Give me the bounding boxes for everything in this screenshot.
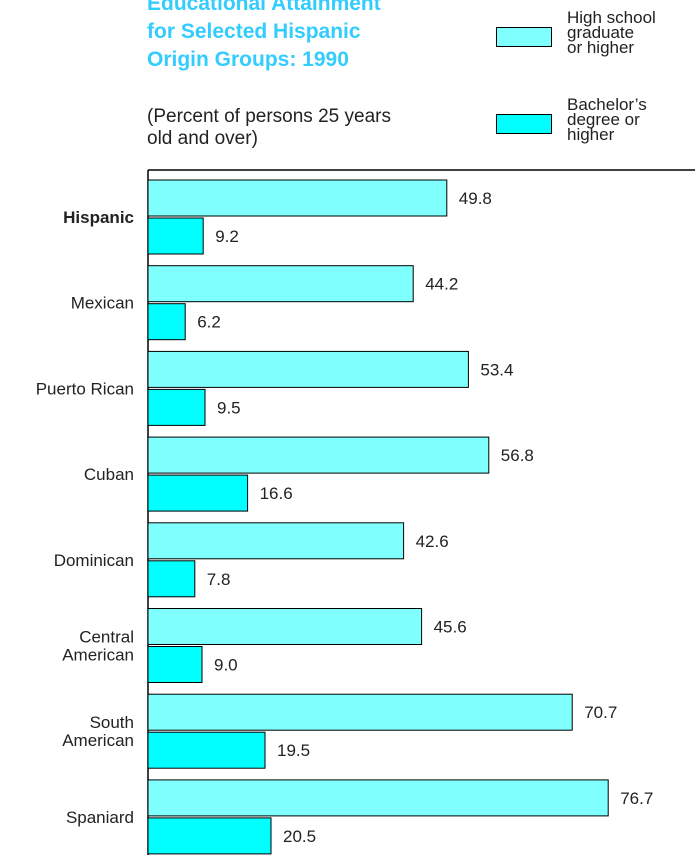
bar-bachelors [147, 817, 272, 855]
data-label: 7.8 [207, 570, 231, 589]
legend-label-line: degree or [567, 110, 640, 129]
data-label: 53.4 [480, 360, 513, 379]
bar-high-school [147, 265, 414, 303]
category-label: South [90, 713, 134, 732]
data-label: 70.7 [584, 703, 617, 722]
chart-subtitle-line: old and over) [147, 128, 258, 149]
legend-label-line: Bachelor’s [567, 95, 647, 114]
bar-bachelors [147, 731, 266, 769]
chart-title-line: Origin Groups: 1990 [147, 48, 349, 71]
data-label: 42.6 [416, 532, 449, 551]
chart-title-line: for Selected Hispanic [147, 20, 361, 43]
data-label: 9.2 [215, 227, 239, 246]
bar-high-school [147, 608, 423, 645]
chart-subtitle: (Percent of persons 25 years old and ove… [147, 106, 477, 150]
bar-bachelors [147, 303, 186, 341]
category-label: Hispanic [63, 208, 134, 227]
category-label: Dominican [54, 551, 134, 570]
data-label: 9.0 [214, 656, 238, 675]
category-label: Cuban [84, 465, 134, 484]
data-label: 20.5 [283, 827, 316, 846]
legend-label-line: or higher [567, 38, 635, 57]
bar-high-school [147, 436, 490, 474]
bar-high-school [147, 693, 573, 731]
chart-title: Educational Attainment for Selected Hisp… [147, 0, 477, 74]
data-label: 49.8 [459, 189, 492, 208]
legend-swatch-high-school [496, 27, 552, 47]
legend-label-line: High school [567, 8, 656, 27]
legend-label-bachelors: Bachelor’s degree or higher [567, 95, 695, 144]
bar-high-school [147, 779, 609, 817]
data-label: 44.2 [425, 275, 458, 294]
category-label: Puerto Rican [36, 379, 134, 398]
category-label: American [62, 646, 134, 665]
bar-high-school [147, 179, 448, 217]
legend-label-line: graduate [567, 23, 635, 42]
chart-title-line: Educational Attainment [147, 0, 381, 15]
data-label: 76.7 [620, 789, 653, 808]
data-label: 6.2 [197, 313, 221, 332]
data-label: 19.5 [277, 741, 310, 760]
data-label: 45.6 [434, 618, 467, 637]
legend-swatch-bachelors [496, 114, 552, 134]
bar-bachelors [147, 560, 196, 598]
bar-high-school [147, 350, 469, 388]
category-label: Mexican [71, 294, 134, 313]
legend-label-high-school: High school graduate or higher [567, 8, 695, 57]
category-label: Central [79, 628, 134, 647]
bar-bachelors [147, 388, 206, 426]
bar-bachelors [147, 474, 249, 512]
data-label: 56.8 [501, 446, 534, 465]
bar-bachelors [147, 217, 204, 255]
bar-bachelors [147, 646, 203, 683]
category-label: Spaniard [66, 808, 134, 827]
data-label: 16.6 [260, 484, 293, 503]
category-label: American [62, 731, 134, 750]
data-label: 9.5 [217, 398, 241, 417]
legend-label-line: higher [567, 125, 615, 144]
chart-subtitle-line: (Percent of persons 25 years [147, 106, 391, 127]
bar-high-school [147, 522, 405, 560]
